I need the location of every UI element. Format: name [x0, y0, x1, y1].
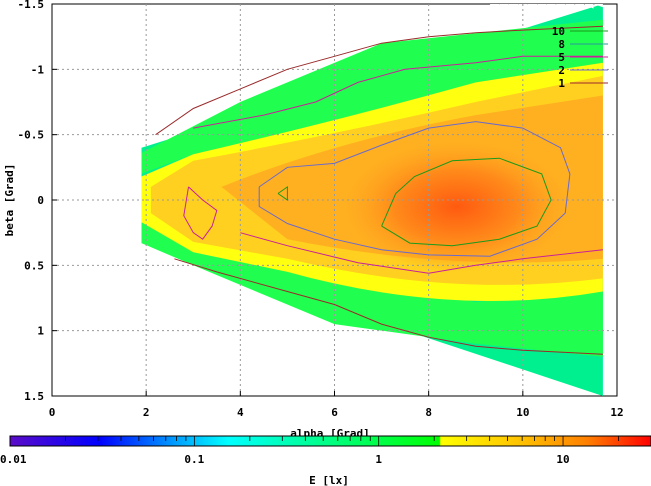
edge-notch — [565, 4, 575, 12]
contour-lines — [155, 25, 603, 355]
edge-notch — [527, 4, 537, 17]
x-tick-label: 6 — [331, 406, 338, 419]
edge-notch — [574, 4, 584, 10]
colorbar-tick-label: 0.01 — [0, 453, 27, 466]
x-tick-label: 0 — [49, 406, 56, 419]
x-tick-label: 12 — [610, 406, 623, 419]
colorbar-tick-label: 0.1 — [184, 453, 204, 466]
colorbar-label: E [lx] — [309, 474, 349, 486]
contour-2-top — [193, 55, 603, 129]
x-tick-label: 10 — [516, 406, 529, 419]
contour-2-bottom — [240, 232, 603, 274]
x-tick-label: 4 — [237, 406, 244, 419]
y-tick-label: 0 — [37, 194, 44, 207]
x-tick-label: 8 — [425, 406, 432, 419]
legend-label: 2 — [558, 64, 565, 77]
y-tick-label: -1 — [31, 63, 45, 76]
edge-notch — [555, 4, 566, 13]
y-axis-label: beta [Grad] — [3, 164, 16, 237]
contour-1-top — [155, 25, 603, 136]
contour-8-loop — [381, 157, 552, 247]
band-green-top — [141, 19, 603, 174]
edge-notch — [593, 4, 603, 8]
colorbar-tick-label: 10 — [556, 453, 569, 466]
legend-label: 10 — [552, 25, 565, 38]
y-tick-label: 0.5 — [24, 259, 44, 272]
x-tick-label: 2 — [143, 406, 150, 419]
contour-loop-left — [183, 186, 218, 240]
edge-notch — [499, 4, 509, 21]
y-tick-label: 1.5 — [24, 390, 44, 403]
edge-notch — [489, 4, 500, 22]
y-tick-label: 1 — [37, 325, 44, 338]
y-axis-ticks: -1.5 -1 -0.5 0 0.5 1 1.5 — [18, 0, 57, 403]
legend-label: 8 — [558, 38, 565, 51]
edge-notch — [584, 4, 594, 9]
contour-5-loop — [258, 121, 571, 257]
colorbar-ticks: 0.01 0.1 1 10 — [0, 436, 651, 466]
x-axis-ticks: 0 2 4 6 8 10 12 — [49, 391, 624, 419]
grid-lines — [52, 4, 617, 396]
legend-label: 1 — [558, 77, 565, 90]
band-hotspot — [343, 141, 570, 272]
edge-notch — [546, 4, 556, 14]
edge-notch — [537, 4, 547, 16]
edge-notch — [508, 4, 519, 19]
y-tick-label: -1.5 — [18, 0, 45, 11]
contour-blip — [277, 185, 288, 201]
legend-label: 5 — [558, 51, 565, 64]
contour-1-bottom — [174, 258, 603, 355]
y-tick-label: -0.5 — [18, 129, 45, 142]
colorbar-tick-label: 1 — [375, 453, 382, 466]
